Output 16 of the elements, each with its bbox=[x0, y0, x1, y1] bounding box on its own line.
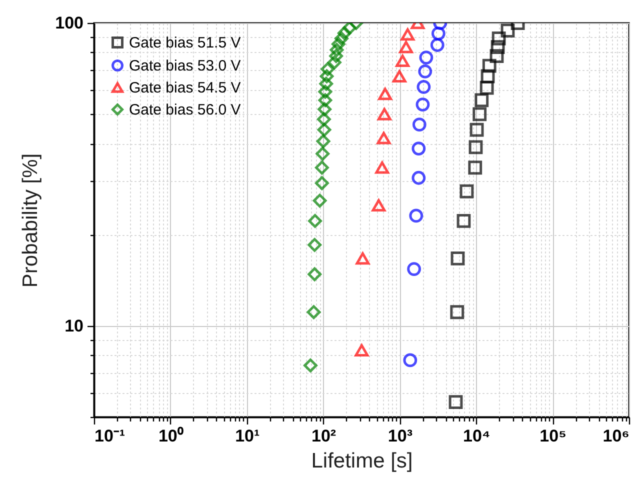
legend-label: Gate bias 56.0 V bbox=[129, 102, 241, 118]
x-tick-label: 10⁴ bbox=[462, 426, 490, 446]
y-axis-title: Probability [%] bbox=[19, 153, 42, 288]
legend-label: Gate bias 54.5 V bbox=[129, 80, 241, 96]
x-tick-label: 10¹ bbox=[235, 426, 260, 446]
x-axis-title: Lifetime [s] bbox=[311, 450, 413, 472]
legend-label: Gate bias 51.5 V bbox=[129, 34, 241, 52]
x-tick-label: 10⁶ bbox=[602, 426, 630, 446]
x-tick-label: 10⁰ bbox=[158, 426, 184, 446]
x-tick-label: 10³ bbox=[388, 426, 413, 446]
x-tick-label: 10⁵ bbox=[540, 426, 567, 446]
y-tick-label: 100 bbox=[55, 14, 84, 32]
y-tick-label: 10 bbox=[64, 316, 84, 336]
x-tick-label: 10² bbox=[311, 426, 336, 446]
x-tick-label: 10⁻¹ bbox=[94, 426, 126, 446]
legend-label: Gate bias 53.0 V bbox=[129, 58, 241, 74]
